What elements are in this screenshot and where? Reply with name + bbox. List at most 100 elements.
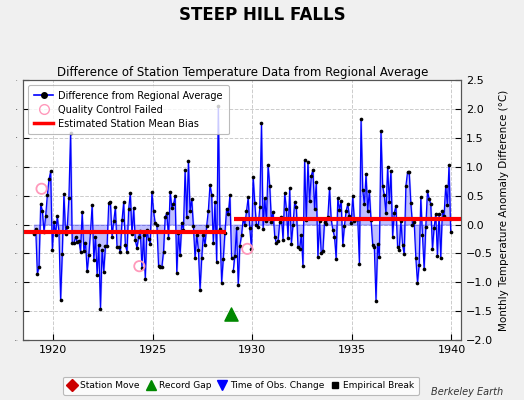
Point bbox=[31, 225, 40, 232]
Point bbox=[37, 186, 46, 192]
Point bbox=[226, 311, 235, 317]
Point bbox=[214, 103, 223, 109]
Point bbox=[124, 206, 133, 212]
Point bbox=[390, 210, 398, 216]
Point bbox=[294, 244, 302, 250]
Point bbox=[440, 213, 448, 219]
Point bbox=[305, 198, 314, 204]
Point bbox=[103, 242, 111, 249]
Point bbox=[403, 169, 412, 175]
Legend: Difference from Regional Average, Quality Control Failed, Estimated Station Mean: Difference from Regional Average, Qualit… bbox=[28, 85, 228, 134]
Point bbox=[38, 208, 47, 214]
Point bbox=[114, 244, 123, 250]
Point bbox=[405, 168, 413, 175]
Point bbox=[446, 229, 455, 235]
Point bbox=[418, 232, 427, 238]
Point bbox=[162, 210, 171, 216]
Point bbox=[231, 252, 239, 259]
Point bbox=[151, 220, 159, 227]
Point bbox=[71, 234, 80, 240]
Point bbox=[335, 206, 344, 213]
Point bbox=[206, 182, 214, 188]
Point bbox=[219, 256, 227, 262]
Point bbox=[64, 195, 73, 201]
Point bbox=[83, 268, 91, 275]
Point bbox=[340, 222, 348, 229]
Point bbox=[350, 218, 358, 224]
Point bbox=[365, 188, 374, 194]
Point bbox=[194, 246, 203, 253]
Point bbox=[73, 238, 81, 245]
Point bbox=[84, 252, 93, 258]
Point bbox=[67, 129, 75, 136]
Point bbox=[320, 218, 329, 225]
Point bbox=[279, 236, 287, 243]
Point bbox=[374, 241, 382, 248]
Point bbox=[428, 246, 436, 253]
Point bbox=[269, 208, 277, 215]
Point bbox=[257, 120, 266, 127]
Point bbox=[51, 232, 60, 238]
Point bbox=[41, 213, 50, 219]
Point bbox=[121, 242, 129, 248]
Y-axis label: Monthly Temperature Anomaly Difference (°C): Monthly Temperature Anomaly Difference (… bbox=[499, 90, 509, 331]
Point bbox=[138, 265, 146, 271]
Point bbox=[202, 222, 211, 229]
Point bbox=[266, 183, 274, 190]
Point bbox=[198, 255, 206, 262]
Point bbox=[420, 266, 428, 272]
Point bbox=[172, 270, 181, 276]
Point bbox=[135, 263, 144, 269]
Point bbox=[78, 209, 86, 215]
Point bbox=[354, 215, 362, 222]
Point bbox=[123, 248, 131, 255]
Point bbox=[158, 264, 166, 270]
Point bbox=[129, 205, 138, 211]
Point bbox=[259, 226, 267, 232]
Point bbox=[398, 242, 407, 248]
Point bbox=[412, 255, 420, 261]
Point bbox=[307, 173, 315, 179]
Point bbox=[184, 158, 193, 164]
Point bbox=[425, 196, 433, 202]
Point bbox=[104, 200, 113, 206]
Point bbox=[378, 183, 387, 189]
Point bbox=[70, 240, 78, 246]
Point bbox=[427, 201, 435, 207]
Point bbox=[377, 128, 385, 134]
Point bbox=[33, 270, 41, 277]
Point bbox=[131, 237, 139, 244]
Point bbox=[442, 182, 450, 189]
Point bbox=[243, 246, 252, 252]
Point bbox=[358, 187, 367, 193]
Point bbox=[236, 242, 244, 249]
Point bbox=[324, 214, 332, 220]
Point bbox=[68, 240, 77, 246]
Point bbox=[314, 254, 322, 260]
Point bbox=[211, 199, 219, 205]
Point bbox=[322, 220, 330, 227]
Point bbox=[100, 268, 108, 275]
Point bbox=[146, 240, 155, 247]
Point bbox=[191, 255, 199, 262]
Title: Difference of Station Temperature Data from Regional Average: Difference of Station Temperature Data f… bbox=[57, 66, 428, 79]
Point bbox=[287, 240, 296, 247]
Point bbox=[244, 194, 253, 201]
Point bbox=[126, 190, 135, 196]
Point bbox=[110, 218, 118, 224]
Point bbox=[119, 199, 128, 205]
Point bbox=[384, 164, 392, 170]
Point bbox=[317, 250, 325, 256]
Point bbox=[156, 264, 165, 270]
Point bbox=[152, 222, 161, 228]
Point bbox=[302, 217, 310, 223]
Point bbox=[77, 248, 85, 255]
Point bbox=[443, 202, 452, 208]
Point bbox=[179, 226, 188, 233]
Point bbox=[159, 248, 168, 255]
Point bbox=[394, 244, 402, 250]
Point bbox=[80, 248, 88, 255]
Point bbox=[299, 263, 307, 269]
Point bbox=[392, 202, 400, 209]
Point bbox=[35, 264, 43, 270]
